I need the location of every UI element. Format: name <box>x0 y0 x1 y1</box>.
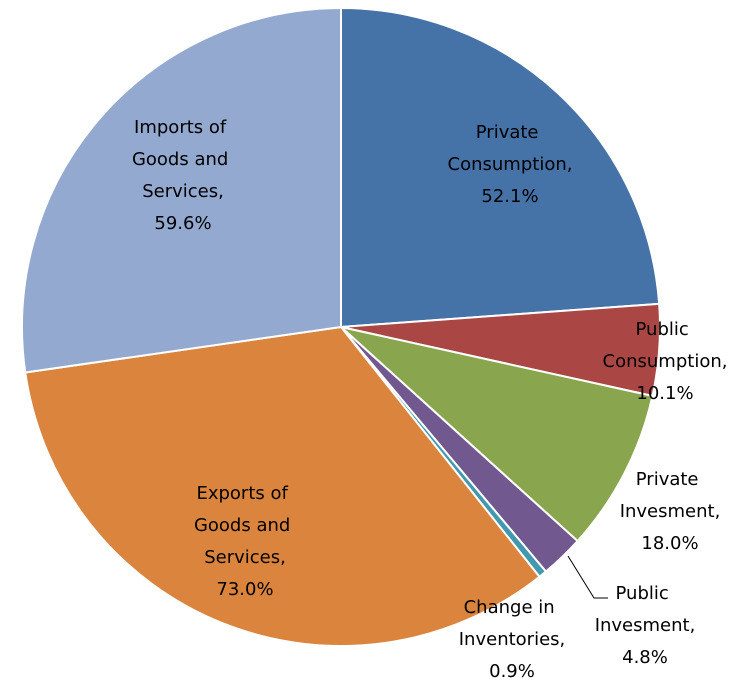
pie-slice <box>337 325 654 543</box>
slice-value-label: 4.8% <box>622 647 668 668</box>
slice-value-label: 0.9% <box>489 661 535 682</box>
slice-label: Change in Inventories, <box>459 597 566 650</box>
slice-value-label: 73.0% <box>216 579 273 600</box>
leader-line <box>567 555 608 599</box>
slice-label: Public Invesment, <box>595 583 696 636</box>
slice-label: Private Consumption, <box>448 122 573 175</box>
slice-value-label: 52.1% <box>481 186 538 207</box>
slice-label: Private Invesment, <box>620 469 721 522</box>
pie-slice <box>340 6 661 329</box>
slice-value-label: 59.6% <box>154 213 211 234</box>
slice-value-label: 18.0% <box>641 533 698 554</box>
slice-label: Public Consumption, <box>603 319 728 372</box>
pie-slice <box>24 325 541 647</box>
pie-slice <box>21 6 342 374</box>
slice-value-label: 10.1% <box>636 383 693 404</box>
slice-label: Imports of Goods and Services, <box>132 117 234 202</box>
slice-label: Exports of Goods and Services, <box>194 483 296 568</box>
